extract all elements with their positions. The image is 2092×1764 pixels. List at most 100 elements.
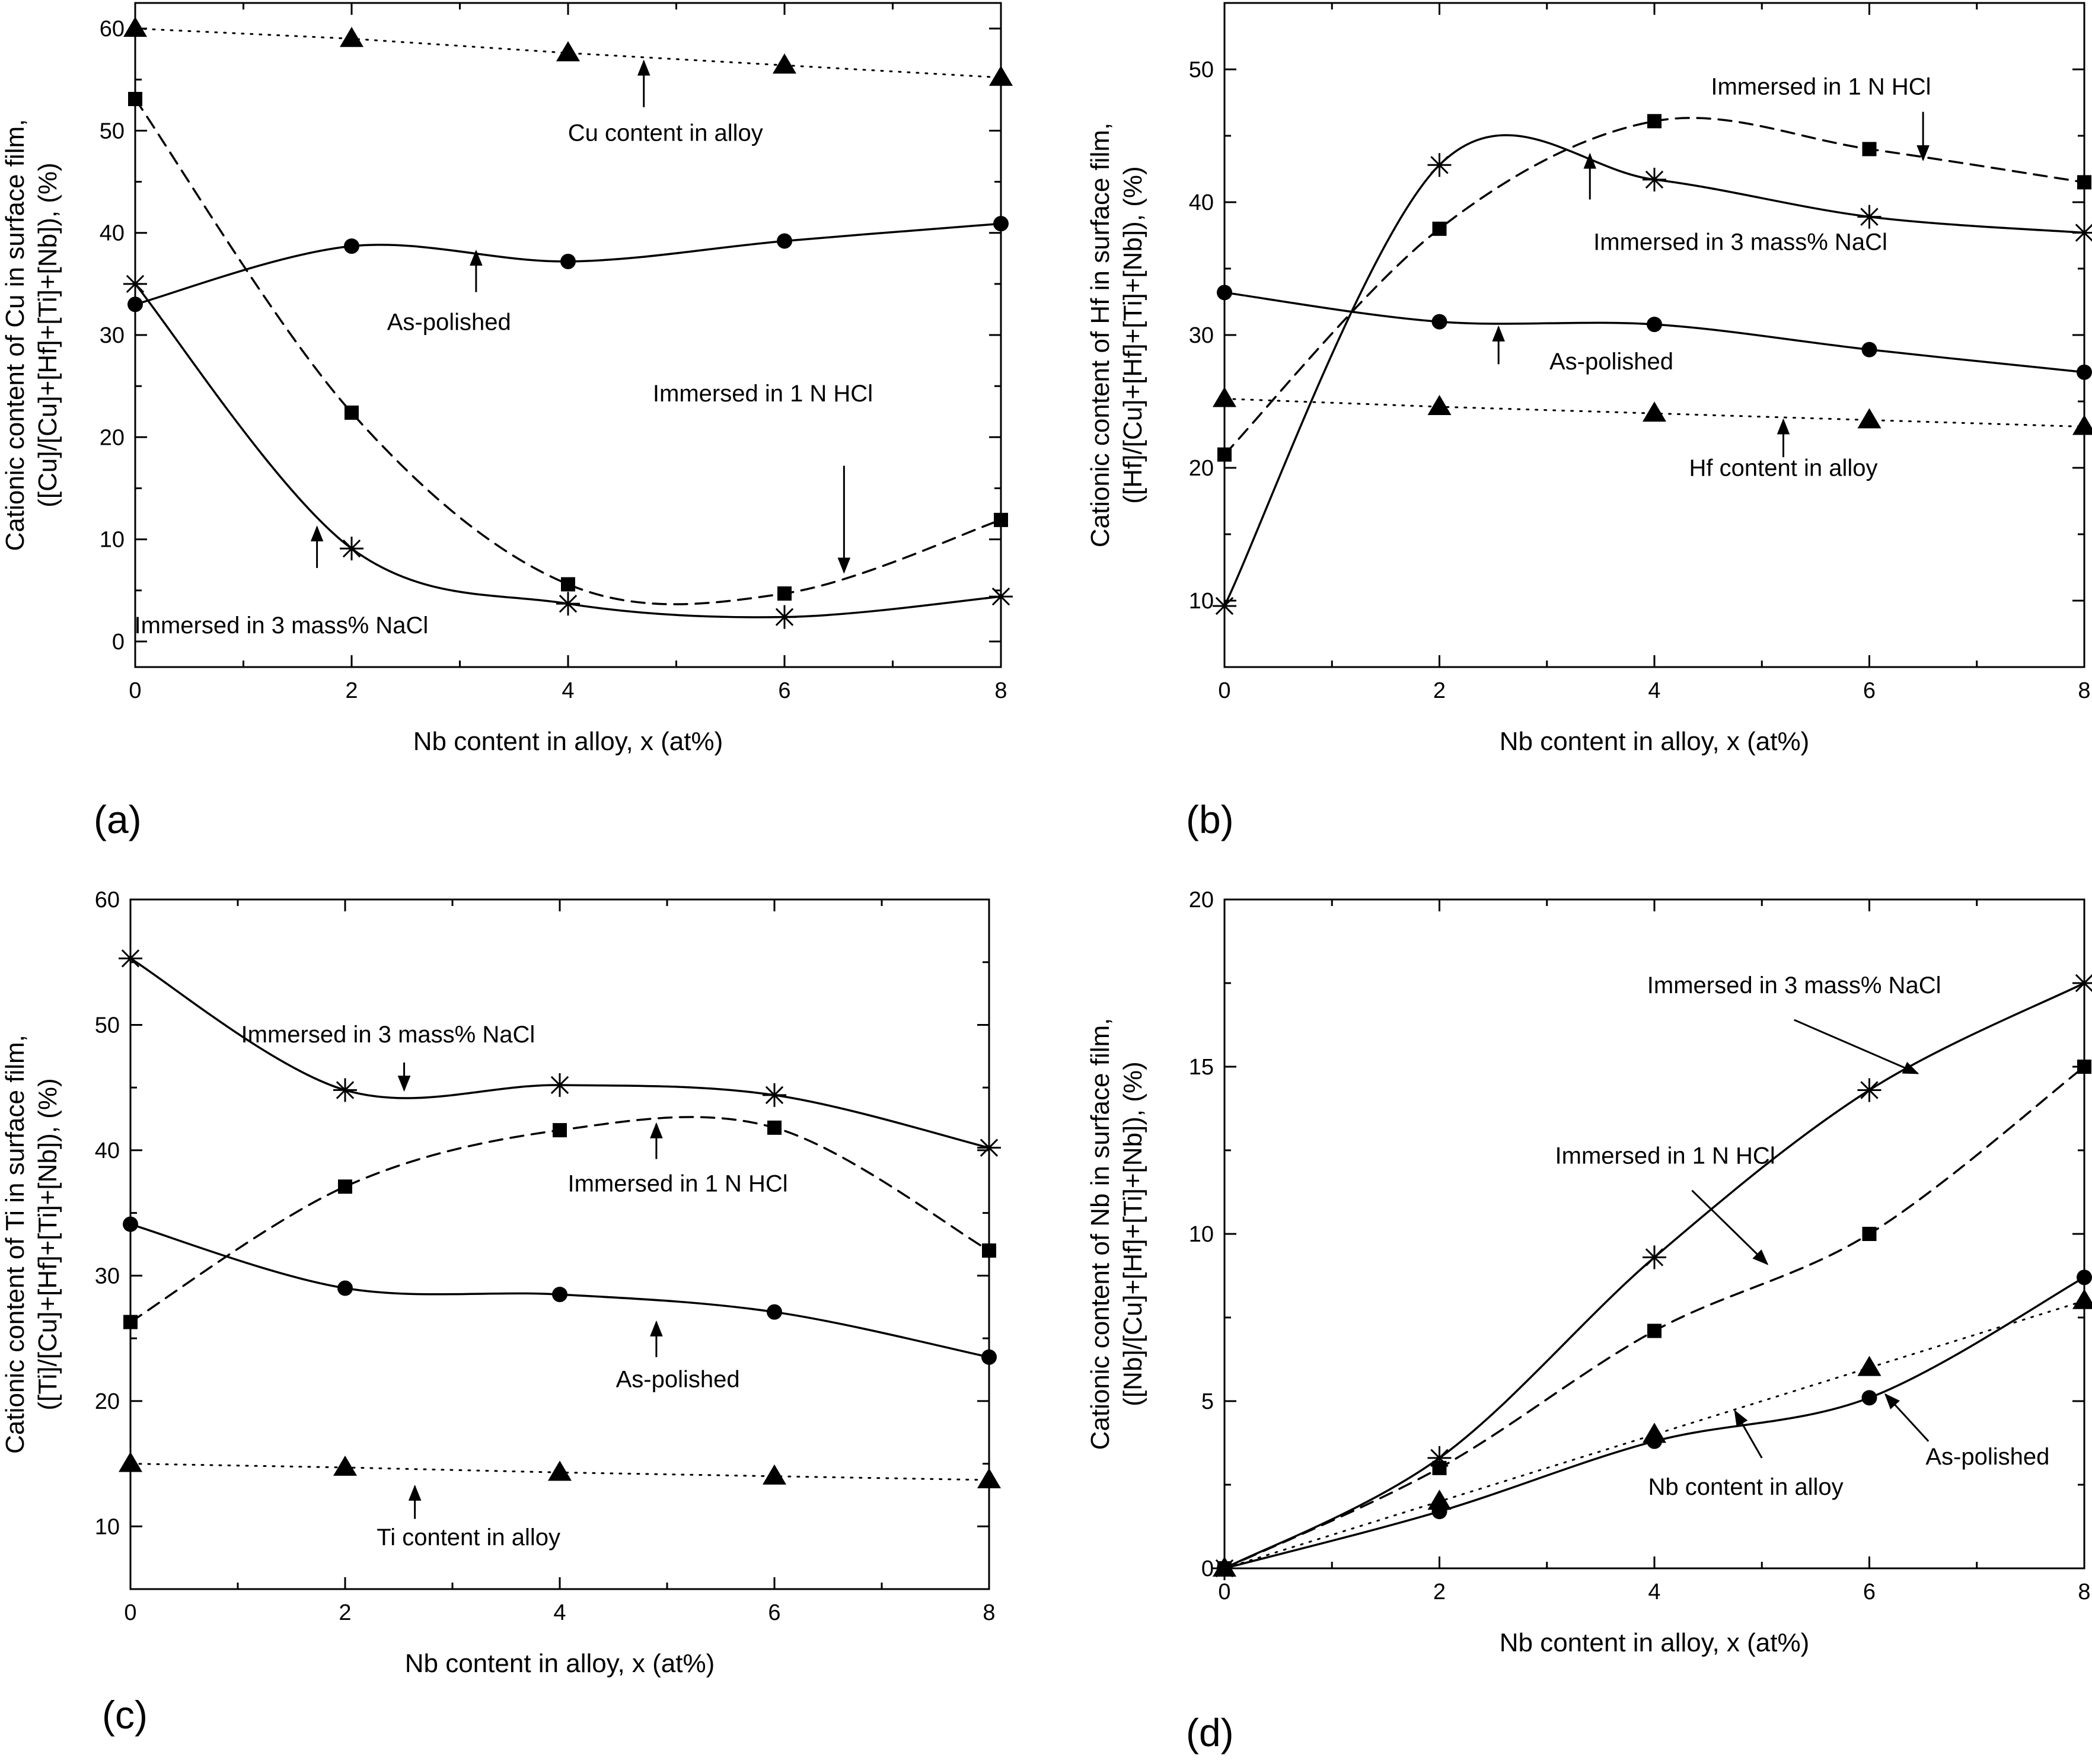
y-tick-label: 40 — [95, 1138, 120, 1163]
data-point-triangle — [119, 1452, 142, 1472]
annotation-label: Immersed in 3 mass% NaCl — [241, 1022, 535, 1048]
x-tick-label: 8 — [994, 678, 1007, 703]
data-point-triangle — [1857, 408, 1881, 429]
panel-d: (d) 0 2 4 6 8 0 5 10 15 20 Nb content in alloy, x … — [1086, 888, 2092, 1755]
annotation-label: As-polished — [616, 1367, 740, 1393]
panel-label: (d) — [1186, 1711, 1234, 1755]
data-point-circle — [344, 238, 359, 254]
data-point-circle — [337, 1280, 353, 1296]
annotation-label: Immersed in 1 N HCl — [1711, 74, 1931, 100]
annotation-label: Immersed in 3 mass% NaCl — [1647, 972, 1941, 999]
plot-frame — [1223, 2, 2085, 668]
series-asterisk — [1213, 971, 2092, 1580]
data-point-circle — [1217, 285, 1232, 301]
data-point-circle — [767, 1304, 782, 1320]
series-triangle — [123, 17, 1013, 86]
data-point-triangle — [989, 65, 1013, 86]
y-tick-label: 30 — [100, 323, 125, 348]
series-line — [134, 98, 1002, 605]
annotation-arrow — [1691, 1189, 1769, 1265]
annotation-label: Immersed in 1 N HCl — [567, 1171, 787, 1197]
data-point-triangle — [1213, 387, 1236, 407]
data-point-asterisk — [989, 585, 1013, 609]
data-point-circle — [777, 233, 792, 249]
data-point-triangle — [123, 17, 147, 37]
annotation-label: Immersed in 3 mass% NaCl — [135, 613, 429, 639]
data-point-triangle — [763, 1464, 786, 1485]
y-tick-label: 15 — [1189, 1055, 1214, 1080]
y-tick-label: 0 — [1201, 1556, 1214, 1581]
data-point-square — [1862, 142, 1877, 157]
annotation-label: As-polished — [387, 309, 511, 335]
annotation-label: Hf content in alloy — [1689, 455, 1878, 481]
data-point-circle — [1431, 1504, 1447, 1520]
y-axis-label: Cationic content of Hf in surface film, — [1086, 123, 1115, 548]
series-triangle — [1213, 387, 2092, 435]
data-point-triangle — [1427, 394, 1452, 415]
data-point-asterisk — [1427, 1446, 1452, 1470]
x-tick-label: 8 — [983, 1600, 995, 1625]
series-line — [1223, 117, 2085, 456]
data-point-triangle — [1427, 1489, 1452, 1510]
series-square — [128, 91, 1008, 605]
x-tick-label: 6 — [1863, 678, 1876, 703]
data-point-square — [123, 1315, 138, 1329]
y-axis-label-formula: ([Hf]/[Cu]+[Hf]+[Ti]+[Nb]), (%) — [1118, 166, 1147, 503]
y-axis-label: Cationic content of Cu in surface film, — [1, 119, 30, 551]
panel-label: (c) — [102, 1693, 148, 1737]
series-line — [134, 283, 1002, 618]
plot-area: 0 2 4 6 8 10 20 30 40 50 Nb content in alloy, x (a… — [1086, 2, 2092, 756]
x-axis-label: Nb content in alloy, x (at%) — [405, 1649, 715, 1678]
x-tick-label: 0 — [124, 1600, 136, 1625]
series-line — [1223, 134, 2085, 607]
data-point-square — [561, 577, 575, 592]
y-tick-label: 50 — [95, 1013, 120, 1038]
data-point-circle — [1647, 1433, 1662, 1449]
y-tick-label: 0 — [112, 630, 125, 655]
data-point-asterisk — [1643, 167, 1666, 192]
x-tick-label: 4 — [553, 1600, 566, 1625]
panel-c: (c) 0 2 4 6 8 10 20 30 40 50 60 Nb content in alloy… — [1, 888, 1001, 1737]
series-line — [129, 957, 990, 1149]
x-tick-label: 4 — [562, 678, 574, 703]
panel-b: (b) 0 2 4 6 8 10 20 30 40 50 Nb content in alloy, … — [1086, 2, 2092, 841]
data-point-circle — [1431, 314, 1447, 330]
plot-area: 0 2 4 6 8 0 10 20 30 40 50 60 Nb content in alloy, x… — [1, 2, 1013, 756]
annotation-arrow — [1734, 1409, 1763, 1459]
x-tick-label: 4 — [1648, 1580, 1660, 1604]
data-point-asterisk — [123, 272, 147, 296]
data-point-triangle — [548, 1460, 572, 1481]
y-tick-label: 60 — [100, 17, 125, 42]
annotation-label: Cu content in alloy — [568, 120, 763, 146]
series-square — [1217, 114, 2091, 462]
x-tick-label: 2 — [1433, 1580, 1446, 1604]
data-point-asterisk — [1213, 1556, 1236, 1580]
data-point-circle — [560, 253, 576, 269]
y-tick-label: 20 — [95, 1389, 120, 1414]
y-axis-label: Cationic content of Ti in surface film, — [1, 1035, 30, 1454]
data-point-triangle — [2072, 1288, 2092, 1309]
data-point-triangle — [556, 41, 580, 62]
series-line — [1223, 398, 2085, 428]
y-axis-label-formula: ([Cu]/[Cu]+[Hf]+[Ti]+[Nb]), (%) — [33, 162, 62, 508]
data-point-square — [767, 1120, 782, 1135]
data-point-asterisk — [1427, 153, 1452, 177]
annotation-label: Immersed in 3 mass% NaCl — [1593, 229, 1887, 256]
annotation-arrow — [1884, 1393, 1930, 1442]
annotation-label: Immersed in 1 N HCl — [653, 381, 873, 407]
data-point-asterisk — [333, 1078, 357, 1102]
y-tick-label: 30 — [95, 1264, 120, 1288]
data-point-asterisk — [548, 1073, 572, 1097]
data-point-square — [1432, 221, 1447, 236]
x-tick-label: 6 — [778, 678, 790, 703]
y-tick-label: 10 — [100, 528, 125, 553]
x-tick-label: 2 — [345, 678, 358, 703]
series-square — [123, 1116, 996, 1329]
series-circle — [127, 216, 1009, 312]
panel-label: (b) — [1186, 798, 1234, 841]
series-asterisk — [119, 946, 1001, 1160]
plot-frame — [134, 2, 1002, 668]
series-asterisk — [123, 272, 1013, 629]
data-point-asterisk — [119, 946, 142, 971]
